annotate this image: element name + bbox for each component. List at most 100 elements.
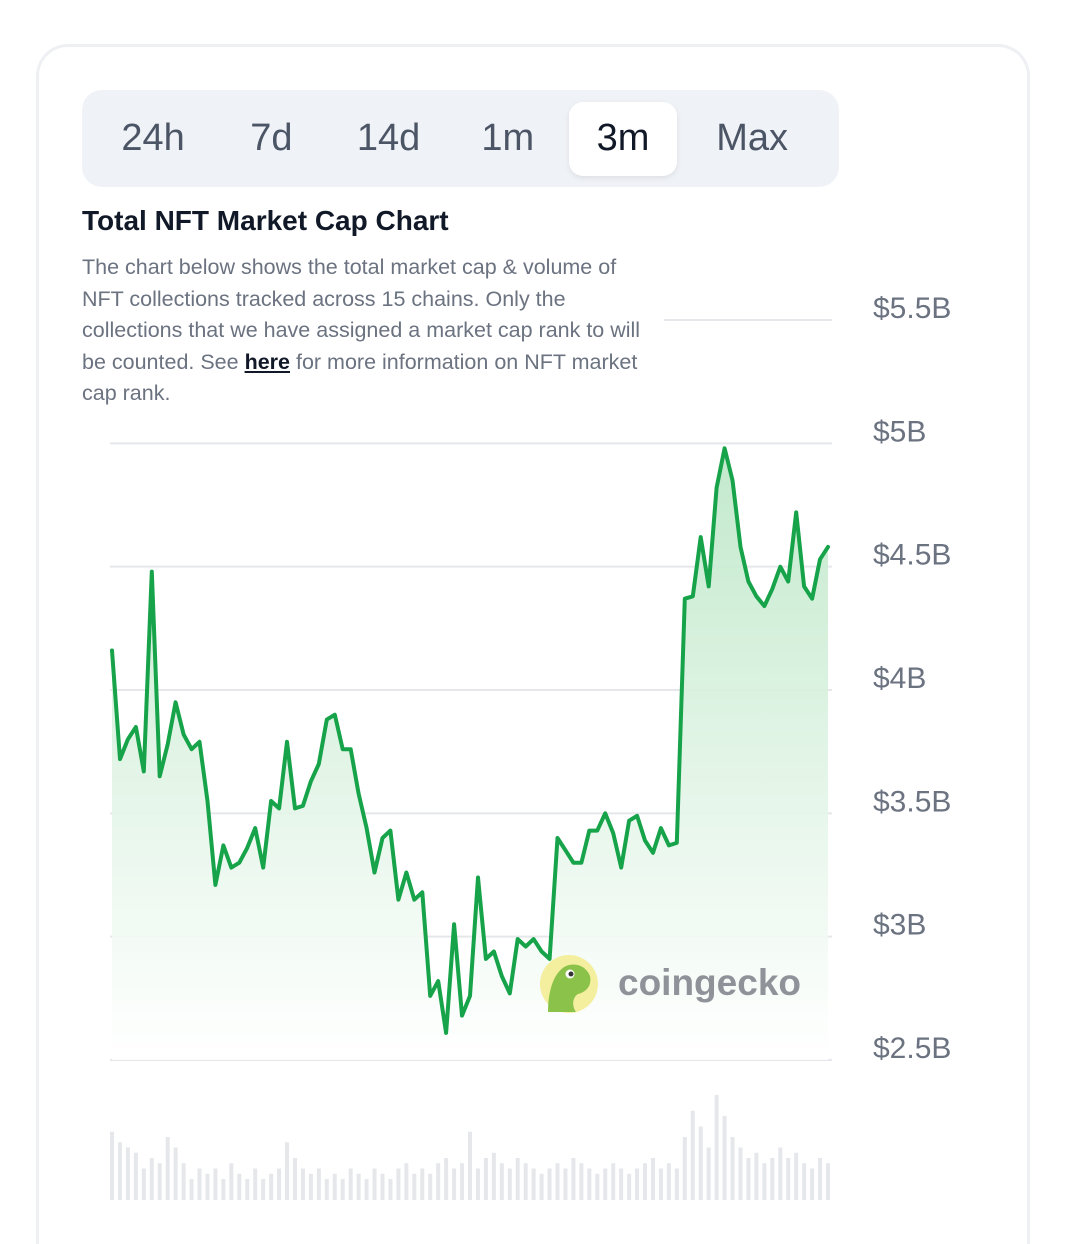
volume-bar (523, 1163, 528, 1200)
volume-bar (110, 1131, 114, 1200)
volume-bar (810, 1168, 815, 1200)
volume-bar (372, 1168, 377, 1200)
volume-bar (635, 1168, 640, 1200)
volume-bar (340, 1179, 345, 1200)
volume-bar (332, 1173, 337, 1200)
volume-bar (316, 1168, 321, 1200)
y-tick-label: $4.5B (873, 539, 951, 572)
y-tick-label: $3.5B (873, 785, 951, 818)
volume-bar (460, 1163, 465, 1200)
volume-bar (818, 1158, 823, 1200)
here-link[interactable]: here (244, 349, 290, 374)
volume-bar (770, 1158, 775, 1200)
volume-bar (436, 1163, 441, 1200)
tab-7d[interactable]: 7d (250, 117, 293, 159)
volume-bar (404, 1163, 409, 1200)
y-tick-label: $3B (873, 909, 926, 942)
chart-title: Total NFT Market Cap Chart (82, 205, 449, 236)
volume-bar (324, 1179, 329, 1200)
volume-bar (475, 1168, 480, 1200)
volume-bar (587, 1168, 592, 1200)
volume-bar (650, 1158, 655, 1200)
volume-bar (253, 1168, 258, 1200)
tab-14d[interactable]: 14d (356, 117, 421, 159)
tab-3m[interactable]: 3m (568, 101, 678, 176)
volume-bar (547, 1168, 552, 1200)
volume-bar (746, 1158, 751, 1200)
volume-bar (412, 1173, 417, 1200)
volume-bar (778, 1147, 783, 1200)
volume-bar (674, 1168, 679, 1200)
volume-bar (308, 1173, 313, 1200)
volume-bar (698, 1126, 703, 1200)
volume-bar (245, 1179, 250, 1200)
volume-bar (133, 1152, 138, 1200)
volume-bar (611, 1163, 616, 1200)
volume-bar (706, 1147, 711, 1200)
volume-bar (173, 1147, 178, 1200)
volume-bar (722, 1116, 727, 1200)
chart-description: The chart below shows the total market c… (82, 252, 662, 410)
volume-bar (579, 1163, 584, 1200)
volume-bar (539, 1173, 544, 1200)
volume-bar (627, 1173, 632, 1200)
volume-bar (754, 1152, 759, 1200)
volume-bar (189, 1179, 194, 1200)
watermark-text: coingecko (618, 962, 801, 1003)
volume-bar (117, 1142, 122, 1200)
volume-bar (269, 1173, 274, 1200)
volume-bar (738, 1147, 743, 1200)
volume-bar (595, 1173, 600, 1200)
volume-bar (285, 1142, 290, 1200)
volume-bar (491, 1152, 496, 1200)
volume-bar (396, 1168, 401, 1200)
volume-bar (181, 1163, 186, 1200)
y-tick-label: $2.5B (873, 1032, 951, 1065)
volume-bar (515, 1158, 520, 1200)
gecko-head-shape (548, 964, 591, 1012)
volume-bar (563, 1168, 568, 1200)
volume-bar (348, 1168, 353, 1200)
volume-bar (619, 1168, 624, 1200)
volume-bar (452, 1168, 457, 1200)
volume-bars (110, 1095, 830, 1200)
y-tick-label: $5.5B (873, 292, 951, 325)
volume-bar (125, 1147, 130, 1200)
volume-bar (666, 1163, 671, 1200)
volume-bar (380, 1173, 385, 1200)
volume-bar (364, 1179, 369, 1200)
volume-bar (603, 1168, 608, 1200)
volume-bar (444, 1158, 449, 1200)
volume-bar (300, 1168, 305, 1200)
volume-bar (826, 1163, 830, 1200)
tab-max[interactable]: Max (716, 117, 788, 159)
y-tick-label: $5B (873, 415, 926, 448)
market-cap-chart: $2.5B $3B $3.5B $4B $4.5B $5B $5.5B coingecko (110, 292, 951, 1200)
series-line (110, 446, 830, 1035)
volume-bar (388, 1179, 393, 1200)
y-axis-labels: $2.5B $3B $3.5B $4B $4.5B $5B $5.5B (873, 292, 951, 1065)
gecko-pupil (568, 971, 574, 977)
volume-bar (802, 1163, 807, 1200)
volume-bar (682, 1137, 687, 1200)
y-tick-label: $4B (873, 662, 926, 695)
coingecko-logo: coingecko (540, 955, 801, 1013)
market-cap-line (110, 446, 830, 1035)
volume-bar (229, 1163, 234, 1200)
volume-bar (149, 1158, 154, 1200)
tab-1m[interactable]: 1m (481, 117, 535, 159)
volume-bar (794, 1152, 799, 1200)
description-text: The chart below shows the total market c… (82, 255, 641, 374)
volume-bar (555, 1163, 560, 1200)
volume-bar (428, 1173, 433, 1200)
volume-bar (714, 1095, 719, 1200)
volume-bar (531, 1168, 536, 1200)
area-path (112, 448, 828, 1060)
volume-bar (507, 1168, 512, 1200)
volume-bar (643, 1163, 648, 1200)
volume-bar (261, 1179, 266, 1200)
tab-24h[interactable]: 24h (121, 117, 185, 159)
volume-bar (658, 1168, 663, 1200)
volume-bar (205, 1173, 210, 1200)
volume-bar (141, 1168, 146, 1200)
